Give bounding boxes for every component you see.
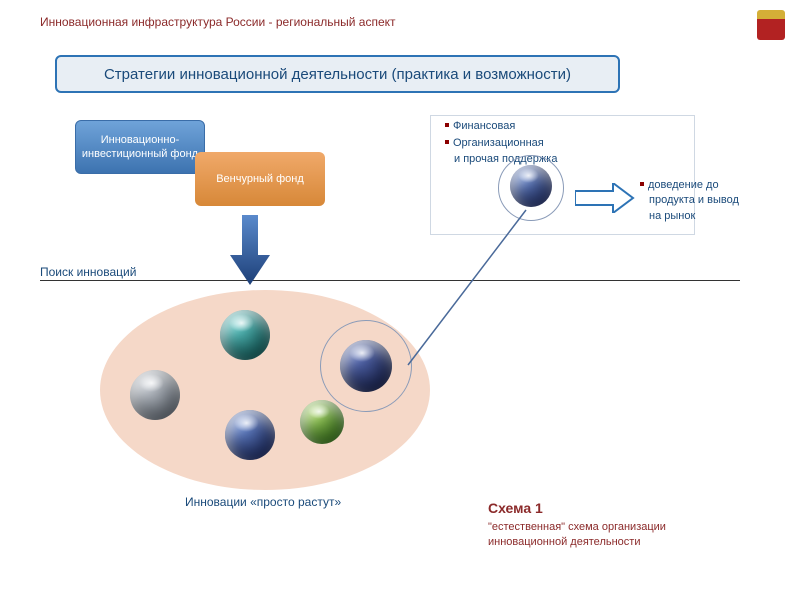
venture-fund-box: Венчурный фонд xyxy=(195,152,325,206)
market-line1: доведение до xyxy=(648,179,719,191)
divider-line xyxy=(40,280,740,281)
title-bar: Стратегии инновационной деятельности (пр… xyxy=(55,55,620,93)
sphere-top-blue xyxy=(510,165,552,207)
bottom-label: Инновации «просто растут» xyxy=(185,495,341,509)
emblem-icon xyxy=(757,10,785,40)
scheme-title: Схема 1 xyxy=(488,500,543,516)
title-bar-text: Стратегии инновационной деятельности (пр… xyxy=(104,66,571,83)
page-header: Инновационная инфраструктура России - ре… xyxy=(40,15,396,29)
arrow-down-icon xyxy=(230,215,270,287)
venture-fund-label: Венчурный фонд xyxy=(216,172,304,186)
market-line3: на рынок xyxy=(640,210,695,222)
market-text: доведение до продукта и вывод на рынок xyxy=(640,178,750,224)
sphere-teal xyxy=(220,310,270,360)
sphere-navy xyxy=(340,340,392,392)
search-label: Поиск инноваций xyxy=(40,265,136,279)
arrow-right-icon xyxy=(575,183,635,213)
sphere-green xyxy=(300,400,344,444)
sphere-blue-bottom xyxy=(225,410,275,460)
scheme-subtitle: "естественная" схема организации инновац… xyxy=(488,520,708,551)
support-line2: Организационная xyxy=(453,137,544,149)
innovation-fund-box: Инновационно-инвестиционный фонд xyxy=(75,120,205,174)
market-line2: продукта и вывод xyxy=(640,194,739,206)
sphere-gray xyxy=(130,370,180,420)
support-line1: Финансовая xyxy=(453,120,515,132)
innovation-fund-label: Инновационно-инвестиционный фонд xyxy=(80,133,200,162)
